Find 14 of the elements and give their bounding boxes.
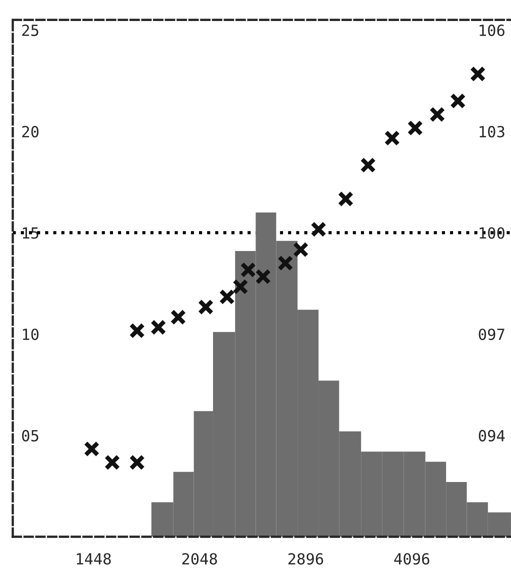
y-tick-label: 10: [22, 328, 39, 340]
x-tick-label: 1448: [76, 553, 111, 565]
y2-tick-label: 097: [478, 328, 504, 340]
y2-tick-label: 106: [480, 24, 504, 36]
y2-tick-label: 100: [480, 227, 504, 239]
y-tick-label: 05: [22, 430, 38, 442]
x-tick-label: 4096: [394, 553, 430, 565]
y-tick-label: 15: [22, 227, 38, 239]
x-tick-label: 2048: [182, 553, 217, 565]
y-tick-label: 20: [22, 126, 39, 138]
y2-tick-label: 103: [480, 126, 504, 138]
x-tick-label: 2896: [288, 553, 324, 565]
y-tick-label: 25: [22, 24, 38, 36]
y2-tick-label: 094: [478, 430, 505, 442]
